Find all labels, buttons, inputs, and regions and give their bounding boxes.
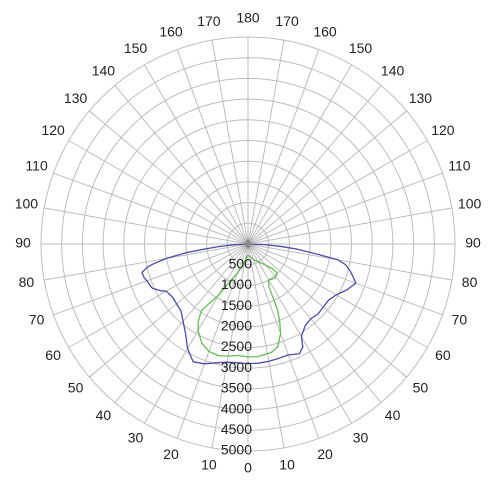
angle-tick-label: 170: [275, 13, 299, 29]
grid-spoke: [247, 243, 320, 439]
series-line-1: [141, 243, 357, 365]
angle-tick-label: 100: [458, 196, 482, 212]
grid-spoke: [247, 207, 452, 245]
radial-tick-label: 3000: [221, 359, 252, 375]
angle-tick-label: 10: [279, 456, 295, 472]
angle-tick-label: 30: [128, 430, 144, 446]
grid-spoke: [247, 64, 352, 245]
series-layer: [141, 239, 357, 365]
grid-spoke: [247, 110, 407, 245]
grid-spoke: [247, 243, 407, 378]
radial-tick-label: 1000: [221, 276, 252, 292]
angle-tick-label: 90: [15, 235, 31, 251]
angle-tick-label: 50: [68, 379, 84, 395]
radial-tick-label: 500: [229, 255, 253, 271]
polar-grid: [40, 36, 456, 452]
grid-spoke: [176, 243, 249, 439]
angle-tick-label: 110: [25, 158, 48, 174]
angle-tick-label: 60: [435, 347, 451, 363]
radial-tick-label: 2500: [221, 338, 252, 354]
label-layer: 1801701601501401301201101009080706050403…: [15, 10, 482, 476]
grid-spoke: [53, 172, 249, 245]
angle-tick-label: 40: [96, 407, 112, 423]
angle-tick-label: 150: [349, 40, 373, 56]
angle-tick-label: 140: [92, 62, 116, 78]
grid-spoke: [247, 172, 443, 245]
grid-spoke: [247, 243, 452, 281]
angle-tick-label: 160: [159, 23, 183, 39]
angle-tick-label: 100: [15, 196, 39, 212]
grid-spoke: [176, 49, 249, 245]
grid-spoke: [89, 110, 249, 245]
radial-tick-label: 5000: [221, 442, 252, 458]
angle-tick-label: 180: [236, 10, 260, 26]
angle-tick-label: 80: [462, 274, 478, 290]
angle-tick-label: 90: [465, 235, 481, 251]
grid-spoke: [247, 40, 285, 245]
angle-tick-label: 30: [353, 430, 369, 446]
grid-spoke: [53, 243, 249, 316]
grid-spoke: [247, 243, 428, 348]
angle-tick-label: 10: [201, 456, 217, 472]
series-line-2: [197, 254, 282, 358]
angle-tick-label: 60: [45, 347, 61, 363]
angle-tick-label: 40: [385, 407, 401, 423]
grid-spoke: [211, 243, 249, 448]
radial-tick-label: 4500: [221, 421, 252, 437]
grid-spoke: [247, 243, 285, 448]
angle-tick-label: 140: [381, 62, 405, 78]
angle-tick-label: 150: [124, 40, 148, 56]
grid-spoke: [89, 243, 249, 378]
radial-tick-label: 3500: [221, 380, 252, 396]
angle-tick-label: 160: [313, 23, 337, 39]
angle-tick-label: 170: [197, 13, 221, 29]
grid-spoke: [247, 243, 382, 403]
grid-spoke: [68, 243, 249, 348]
angle-tick-label: 50: [413, 379, 429, 395]
grid-spoke: [211, 40, 249, 245]
angle-tick-label: 110: [448, 158, 471, 174]
grid-spoke: [68, 140, 249, 245]
radial-tick-label: 1500: [221, 297, 252, 313]
grid-spoke: [247, 140, 428, 245]
grid-spoke: [247, 243, 352, 424]
grid-spoke: [44, 243, 249, 281]
angle-tick-label: 70: [29, 312, 45, 328]
grid-spoke: [144, 64, 249, 245]
grid-spoke: [247, 85, 382, 245]
grid-spoke: [44, 207, 249, 245]
radial-tick-label: 4000: [221, 400, 252, 416]
angle-tick-label: 20: [317, 446, 333, 462]
angle-tick-label: 120: [431, 122, 455, 138]
angle-tick-label: 80: [19, 274, 35, 290]
angle-tick-label: 130: [64, 90, 88, 106]
grid-spoke: [114, 85, 249, 245]
angle-tick-label: 20: [163, 446, 179, 462]
angle-tick-label: 0: [244, 460, 252, 476]
radial-tick-label: 2000: [221, 318, 252, 334]
angle-tick-label: 70: [452, 312, 468, 328]
center-marker: [243, 239, 253, 249]
grid-spoke: [114, 243, 249, 403]
grid-spoke: [247, 243, 443, 316]
grid-spoke: [247, 49, 320, 245]
grid-spoke: [144, 243, 249, 424]
angle-tick-label: 130: [409, 90, 433, 106]
angle-tick-label: 120: [41, 122, 65, 138]
